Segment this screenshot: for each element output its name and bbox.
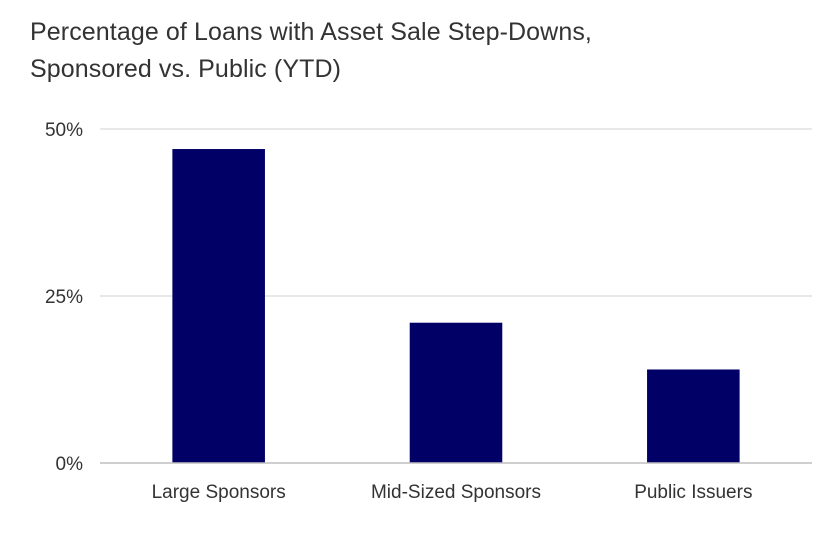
chart-title-line-2: Sponsored vs. Public (YTD) [30,55,342,83]
bar-public-issuers [647,369,740,463]
y-tick-labels: 0% 25% 50% [45,120,83,475]
bars [172,149,740,464]
x-tick-label-public-issuers: Public Issuers [634,482,752,503]
y-tick-label-0: 0% [56,454,84,475]
x-tick-label-mid-sized-sponsors: Mid-Sized Sponsors [371,482,541,503]
x-tick-labels: Large Sponsors Mid-Sized Sponsors Public I… [152,482,753,503]
chart-title: Percentage of Loans with Asset Sale Step… [30,14,790,88]
y-tick-label-50: 50% [45,120,83,141]
chart-title-line-1: Percentage of Loans with Asset Sale Step… [30,18,592,46]
x-tick-label-large-sponsors: Large Sponsors [152,482,286,503]
y-tick-label-25: 25% [45,287,83,308]
bar-large-sponsors [172,149,265,464]
bar-mid-sized-sponsors [409,322,503,463]
